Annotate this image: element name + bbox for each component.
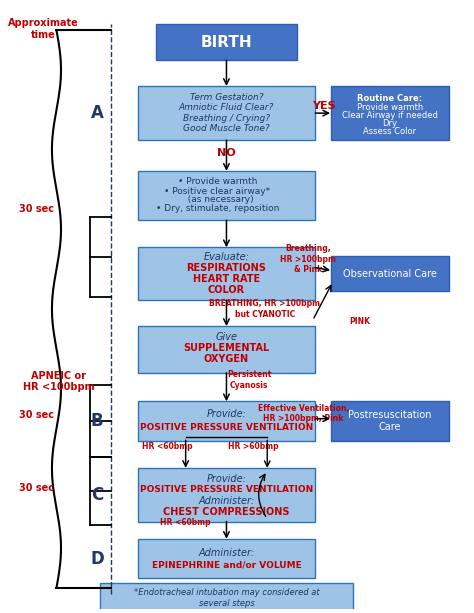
Text: HR <60bmp: HR <60bmp <box>142 442 193 451</box>
Text: C: C <box>91 486 103 504</box>
Text: Evaluate:: Evaluate: <box>203 253 249 262</box>
Text: • Provide warmth: • Provide warmth <box>178 177 257 186</box>
Text: APNEIC or
HR <100bpm: APNEIC or HR <100bpm <box>23 371 94 392</box>
FancyBboxPatch shape <box>100 583 354 613</box>
FancyBboxPatch shape <box>331 256 448 291</box>
Text: OXYGEN: OXYGEN <box>204 354 249 364</box>
Text: Assess Color: Assess Color <box>363 127 416 136</box>
Text: A: A <box>91 104 104 122</box>
FancyBboxPatch shape <box>138 247 315 300</box>
Text: Term Gestation?
Amniotic Fluid Clear?
Breathing / Crying?
Good Muscle Tone?: Term Gestation? Amniotic Fluid Clear? Br… <box>179 93 274 133</box>
FancyBboxPatch shape <box>138 539 315 579</box>
Text: NO: NO <box>217 148 236 158</box>
Text: BREATHING, HR >100bpm
but CYANOTIC: BREATHING, HR >100bpm but CYANOTIC <box>210 299 320 319</box>
FancyBboxPatch shape <box>138 170 315 221</box>
Text: D: D <box>91 550 104 568</box>
Text: BIRTH: BIRTH <box>201 35 252 50</box>
FancyBboxPatch shape <box>138 326 315 373</box>
Text: Breathing,
HR >100bpm
& Pink: Breathing, HR >100bpm & Pink <box>280 245 336 274</box>
Text: YES: YES <box>312 101 336 111</box>
Text: Provide:: Provide: <box>207 409 246 419</box>
Text: (as necessary): (as necessary) <box>182 196 253 204</box>
Text: Provide:: Provide: <box>207 474 246 484</box>
Text: *Endotracheal intubation may considered at
several steps: *Endotracheal intubation may considered … <box>134 588 319 608</box>
Text: 30 sec: 30 sec <box>18 204 54 214</box>
Text: • Positive clear airway*: • Positive clear airway* <box>164 187 271 196</box>
Text: HR <60bmp: HR <60bmp <box>160 518 211 527</box>
Text: CHEST COMPRESSIONS: CHEST COMPRESSIONS <box>163 507 290 517</box>
Text: Routine Care:: Routine Care: <box>357 94 422 103</box>
Text: Give: Give <box>216 332 237 343</box>
Text: EPINEPHRINE and/or VOLUME: EPINEPHRINE and/or VOLUME <box>152 560 301 569</box>
Text: Persistent
Cyanosis: Persistent Cyanosis <box>227 370 271 389</box>
Text: Administer:: Administer: <box>198 496 255 506</box>
Text: COLOR: COLOR <box>208 285 245 295</box>
FancyBboxPatch shape <box>156 24 297 60</box>
Text: HEART RATE: HEART RATE <box>193 274 260 284</box>
Text: Postresuscitation
Care: Postresuscitation Care <box>348 410 431 432</box>
FancyBboxPatch shape <box>138 86 315 140</box>
Text: • Dry, stimulate, reposition: • Dry, stimulate, reposition <box>155 204 279 213</box>
Text: RESPIRATIONS: RESPIRATIONS <box>186 264 266 273</box>
FancyBboxPatch shape <box>331 402 448 441</box>
Text: Provide warmth: Provide warmth <box>356 103 423 112</box>
Text: B: B <box>91 412 104 430</box>
Text: 30 sec: 30 sec <box>18 410 54 420</box>
Text: PINK: PINK <box>350 317 371 326</box>
Text: Approximate
time: Approximate time <box>8 18 78 39</box>
FancyBboxPatch shape <box>138 402 315 441</box>
FancyBboxPatch shape <box>138 468 315 522</box>
Text: POSITIVE PRESSURE VENTILATION: POSITIVE PRESSURE VENTILATION <box>140 485 313 494</box>
Text: Effective Ventilation,
HR >100bpm, Pink: Effective Ventilation, HR >100bpm, Pink <box>258 403 349 423</box>
Text: 30 sec: 30 sec <box>18 483 54 493</box>
Text: Observational Care: Observational Care <box>343 268 437 279</box>
Text: Dry: Dry <box>382 119 397 128</box>
Text: POSITIVE PRESSURE VENTILATION: POSITIVE PRESSURE VENTILATION <box>140 422 313 432</box>
Text: Administer:: Administer: <box>198 547 255 558</box>
Text: HR >60bmp: HR >60bmp <box>228 442 279 451</box>
Text: Clear Airway if needed: Clear Airway if needed <box>342 111 438 120</box>
Text: SUPPLEMENTAL: SUPPLEMENTAL <box>183 343 270 353</box>
FancyBboxPatch shape <box>331 86 448 140</box>
